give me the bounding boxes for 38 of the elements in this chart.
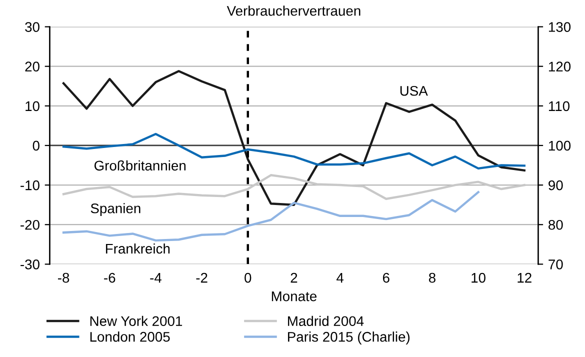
y2-tick-label: 80 <box>548 220 563 230</box>
line-series <box>62 191 480 242</box>
y-tick-label: -20 <box>20 220 40 230</box>
x-tick-label: 2 <box>290 272 298 283</box>
annotation: USA <box>400 86 428 96</box>
x-tick-label: 6 <box>382 272 390 283</box>
y2-tick-label: 130 <box>548 22 571 32</box>
legend-label: New York 2001 <box>90 316 182 326</box>
legend-label: Paris 2015 (Charlie) <box>288 332 410 344</box>
x-tick-label: 0 <box>244 272 252 283</box>
x-tick-label: -2 <box>196 272 208 283</box>
y-tick-label: -30 <box>20 260 40 270</box>
x-tick-label: 12 <box>518 272 532 283</box>
x-tick-label: -8 <box>58 272 70 283</box>
legend-label: London 2005 <box>90 332 170 342</box>
annotation: Großbritannien <box>94 160 186 171</box>
y2-tick-label: 110 <box>548 101 570 112</box>
annotation: Frankreich <box>106 243 170 254</box>
legend-label: Madrid 2004 <box>288 316 364 326</box>
y-tick-label: 0 <box>32 140 40 151</box>
y-tick-label: -10 <box>20 180 40 190</box>
y-tick-label: 30 <box>25 22 40 32</box>
y2-tick-label: 100 <box>548 140 571 151</box>
y2-tick-label: 120 <box>548 62 571 72</box>
y2-tick-label: 90 <box>548 180 563 190</box>
line-series <box>62 132 526 170</box>
y-tick-label: 10 <box>26 101 40 112</box>
x-tick-label: -6 <box>104 272 116 283</box>
line-series <box>62 174 526 200</box>
x-tick-label: 10 <box>472 272 486 283</box>
chart-title: Verbrauchervertrauen <box>226 6 360 16</box>
annotation: Spanien <box>90 203 140 216</box>
x-axis-title: Monate <box>272 292 317 302</box>
y-tick-label: 20 <box>25 62 40 72</box>
x-tick-label: -4 <box>150 273 162 283</box>
x-tick-label: 4 <box>336 273 344 283</box>
x-tick-label: 8 <box>428 272 436 283</box>
y2-tick-label: 70 <box>548 260 563 270</box>
